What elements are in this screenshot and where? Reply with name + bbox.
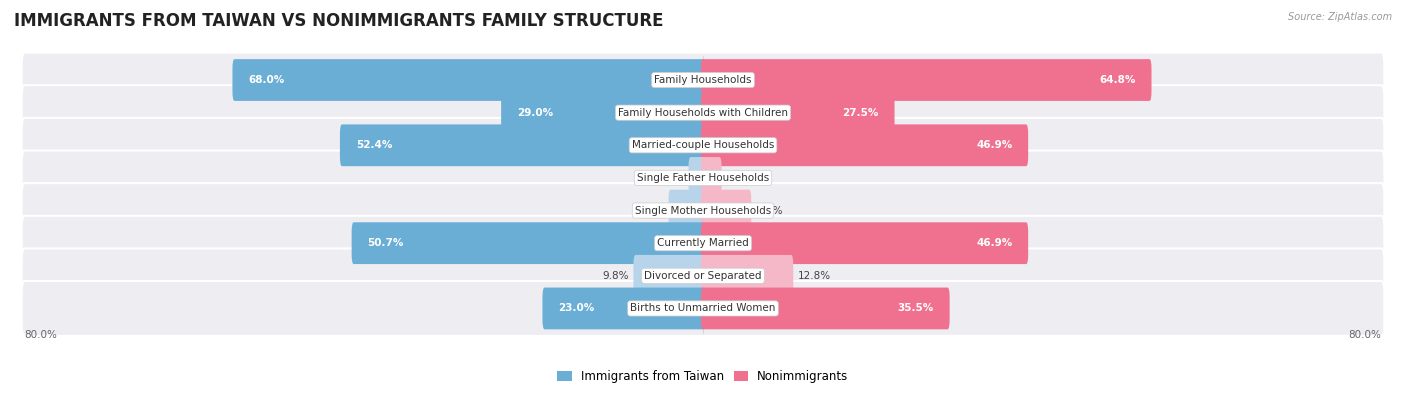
Text: 2.4%: 2.4% [727, 173, 754, 183]
Text: 12.8%: 12.8% [799, 271, 831, 281]
Text: 35.5%: 35.5% [897, 303, 934, 314]
Text: 46.9%: 46.9% [976, 140, 1012, 150]
Text: Single Mother Households: Single Mother Households [636, 205, 770, 216]
FancyBboxPatch shape [543, 288, 704, 329]
Text: 50.7%: 50.7% [367, 238, 404, 248]
Text: Married-couple Households: Married-couple Households [631, 140, 775, 150]
FancyBboxPatch shape [340, 124, 704, 166]
FancyBboxPatch shape [21, 183, 1385, 238]
FancyBboxPatch shape [702, 92, 894, 134]
FancyBboxPatch shape [232, 59, 704, 101]
Text: Family Households: Family Households [654, 75, 752, 85]
Text: 68.0%: 68.0% [249, 75, 284, 85]
Text: 4.7%: 4.7% [637, 205, 664, 216]
Text: 64.8%: 64.8% [1099, 75, 1136, 85]
FancyBboxPatch shape [689, 157, 704, 199]
Text: 6.7%: 6.7% [756, 205, 783, 216]
FancyBboxPatch shape [634, 255, 704, 297]
Text: 27.5%: 27.5% [842, 108, 879, 118]
Text: 80.0%: 80.0% [1348, 330, 1382, 340]
Text: Divorced or Separated: Divorced or Separated [644, 271, 762, 281]
FancyBboxPatch shape [21, 248, 1385, 303]
Text: Source: ZipAtlas.com: Source: ZipAtlas.com [1288, 12, 1392, 22]
FancyBboxPatch shape [21, 281, 1385, 336]
FancyBboxPatch shape [702, 222, 1028, 264]
Legend: Immigrants from Taiwan, Nonimmigrants: Immigrants from Taiwan, Nonimmigrants [554, 367, 852, 387]
FancyBboxPatch shape [702, 59, 1152, 101]
Text: Family Households with Children: Family Households with Children [619, 108, 787, 118]
Text: 80.0%: 80.0% [24, 330, 58, 340]
FancyBboxPatch shape [352, 222, 704, 264]
FancyBboxPatch shape [702, 190, 751, 231]
Text: Single Father Households: Single Father Households [637, 173, 769, 183]
Text: 52.4%: 52.4% [356, 140, 392, 150]
Text: 29.0%: 29.0% [517, 108, 553, 118]
FancyBboxPatch shape [669, 190, 704, 231]
FancyBboxPatch shape [21, 118, 1385, 173]
Text: 1.8%: 1.8% [657, 173, 683, 183]
Text: 23.0%: 23.0% [558, 303, 595, 314]
FancyBboxPatch shape [702, 124, 1028, 166]
FancyBboxPatch shape [501, 92, 704, 134]
FancyBboxPatch shape [702, 255, 793, 297]
FancyBboxPatch shape [21, 85, 1385, 140]
FancyBboxPatch shape [702, 288, 949, 329]
FancyBboxPatch shape [21, 150, 1385, 205]
Text: Births to Unmarried Women: Births to Unmarried Women [630, 303, 776, 314]
FancyBboxPatch shape [702, 157, 721, 199]
Text: IMMIGRANTS FROM TAIWAN VS NONIMMIGRANTS FAMILY STRUCTURE: IMMIGRANTS FROM TAIWAN VS NONIMMIGRANTS … [14, 12, 664, 30]
FancyBboxPatch shape [21, 216, 1385, 271]
Text: 46.9%: 46.9% [976, 238, 1012, 248]
FancyBboxPatch shape [21, 53, 1385, 107]
Text: Currently Married: Currently Married [657, 238, 749, 248]
Text: 9.8%: 9.8% [602, 271, 628, 281]
